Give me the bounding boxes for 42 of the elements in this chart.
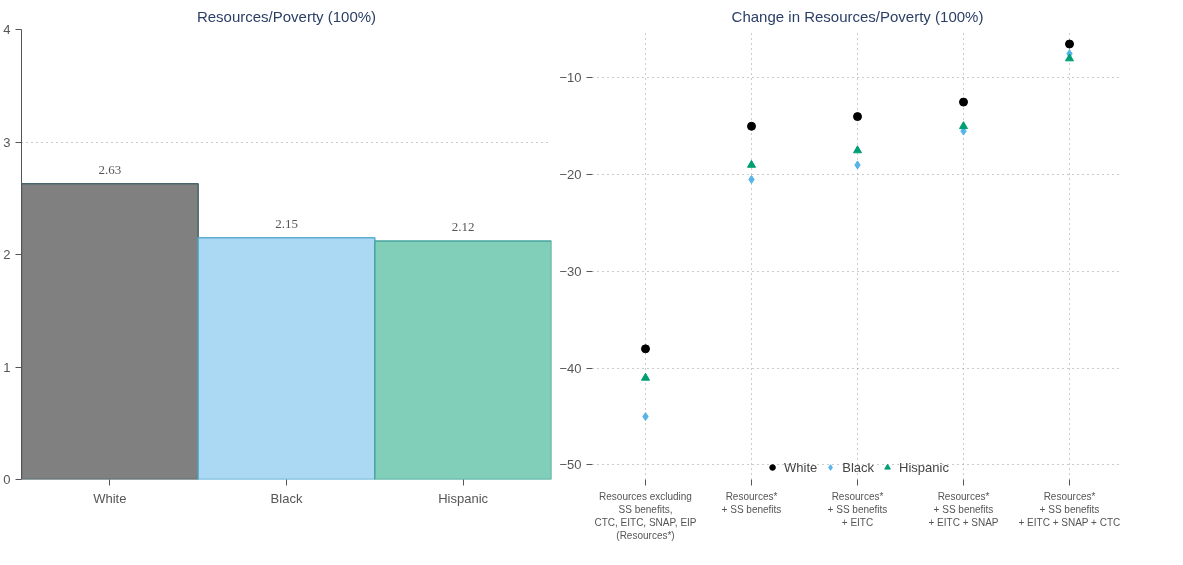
chart-title: Change in Resources/Poverty (100%) <box>731 7 984 25</box>
legend-label: Black <box>842 459 875 475</box>
bar <box>374 240 552 480</box>
point <box>854 160 861 170</box>
bar <box>197 236 376 480</box>
point <box>747 159 756 168</box>
x-tick-label: Hispanic <box>438 490 489 506</box>
point <box>747 121 756 131</box>
point <box>642 412 649 422</box>
legend-label: White <box>784 459 818 475</box>
y-tick-label: −40 <box>559 360 582 376</box>
point <box>853 112 862 122</box>
point <box>641 372 650 381</box>
point <box>1065 53 1074 62</box>
y-tick-label: −30 <box>559 263 582 279</box>
y-tick-label: 1 <box>3 359 11 375</box>
x-tick-label: Resources* + SS benefits + EITC + SNAP + CTC <box>1018 490 1121 528</box>
y-tick-label: 4 <box>3 22 11 37</box>
y-tick-label: −10 <box>559 70 582 86</box>
data-label: 2.12 <box>451 219 475 234</box>
y-tick-label: −20 <box>559 167 582 183</box>
point <box>959 121 968 130</box>
chart-title: Resources/Poverty (100%) <box>196 7 377 25</box>
x-tick-label: Resources excluding SS benefits, CTC, EITC, SNAP, EIP (Resources*) <box>594 490 697 542</box>
point <box>853 145 862 154</box>
x-tick-label: Black <box>270 490 303 506</box>
y-tick-label: −50 <box>559 457 582 473</box>
x-tick-label: Resources* + SS benefits <box>721 490 782 515</box>
data-label: 2.15 <box>275 215 298 231</box>
data-label: 2.63 <box>98 161 122 177</box>
bar <box>21 182 199 480</box>
x-tick-label: Resources* + SS benefits + EITC <box>827 490 888 528</box>
y-tick-label: 3 <box>3 134 11 150</box>
x-tick-label: Resources* + SS benefits + EITC + SNAP <box>928 490 999 528</box>
point <box>959 97 968 107</box>
point <box>641 344 650 354</box>
y-tick-label: 0 <box>3 472 11 487</box>
point <box>1065 39 1074 49</box>
legend-label: Hispanic <box>899 459 949 475</box>
point <box>748 175 755 184</box>
y-tick-label: 2 <box>3 247 11 262</box>
x-tick-label: White <box>93 490 127 506</box>
